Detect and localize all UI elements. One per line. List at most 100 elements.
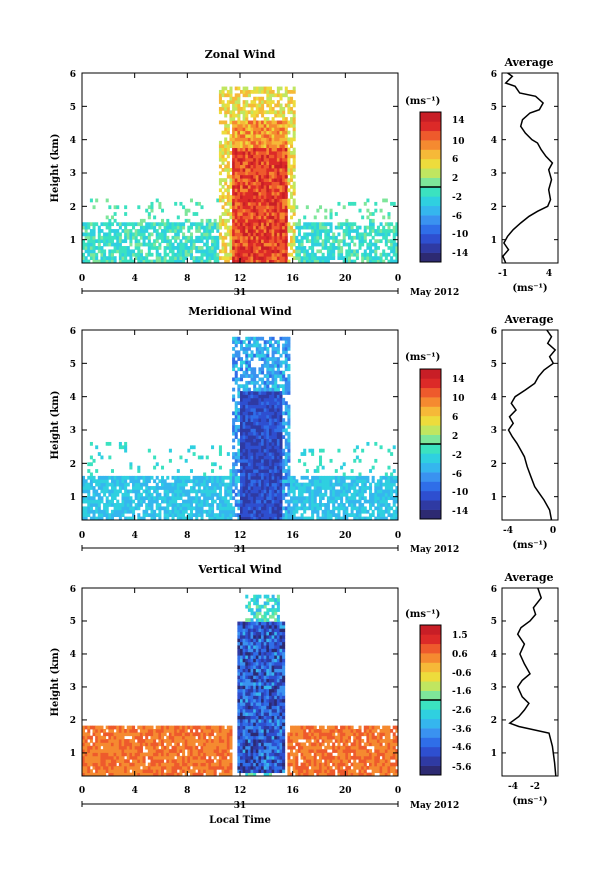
heatmap-cell <box>271 448 275 453</box>
heatmap-cell <box>242 242 246 247</box>
meridional-xtick: 12 <box>234 531 247 541</box>
heatmap-cell <box>145 769 149 774</box>
heatmap-cell <box>353 458 357 463</box>
heatmap-cell <box>92 222 96 227</box>
heatmap-cell <box>124 246 128 250</box>
heatmap-cell <box>161 765 165 770</box>
heatmap-cell <box>103 729 107 733</box>
heatmap-cell <box>100 725 104 730</box>
heatmap-cell <box>287 259 291 263</box>
heatmap-cell <box>137 482 141 487</box>
heatmap-cell <box>290 195 294 199</box>
heatmap-cell <box>82 765 86 770</box>
heatmap-cell <box>234 198 238 203</box>
heatmap-cell <box>350 235 354 240</box>
heatmap-cell <box>242 103 246 108</box>
heatmap-cell <box>303 516 307 520</box>
heatmap-cell <box>211 489 215 494</box>
heatmap-cell <box>100 246 104 250</box>
heatmap-cell <box>274 408 278 412</box>
heatmap-cell <box>266 391 270 395</box>
heatmap-cell <box>266 486 270 490</box>
heatmap-cell <box>229 486 233 490</box>
heatmap-cell <box>261 387 265 392</box>
heatmap-cell <box>321 256 325 260</box>
heatmap-cell <box>276 191 280 196</box>
heatmap-cell <box>353 486 357 490</box>
heatmap-cell <box>158 725 162 730</box>
heatmap-cell <box>282 174 286 179</box>
heatmap-cell <box>237 259 241 263</box>
heatmap-cell <box>97 259 101 263</box>
heatmap-cell <box>255 414 259 419</box>
heatmap-cell <box>234 404 238 409</box>
heatmap-cell <box>158 729 162 733</box>
heatmap-cell <box>118 725 122 730</box>
heatmap-cell <box>271 346 275 351</box>
heatmap-cell <box>163 745 167 750</box>
heatmap-cell <box>92 503 96 507</box>
heatmap-cell <box>247 397 251 402</box>
heatmap-cell <box>387 509 391 514</box>
heatmap-cell <box>263 431 267 436</box>
heatmap-cell <box>200 235 204 240</box>
heatmap-cell <box>258 168 262 172</box>
heatmap-cell <box>319 489 323 494</box>
heatmap-cell <box>284 249 288 254</box>
heatmap-cell <box>274 492 278 497</box>
heatmap-cell <box>358 492 362 497</box>
heatmap-cell <box>224 486 228 490</box>
heatmap-cell <box>358 506 362 511</box>
heatmap-cell <box>237 154 241 159</box>
heatmap-cell <box>347 252 351 257</box>
heatmap-cell <box>374 232 378 237</box>
heatmap-cell <box>334 489 338 494</box>
heatmap-cell <box>258 246 262 250</box>
heatmap-cell <box>279 120 283 125</box>
heatmap-cell <box>242 171 246 176</box>
heatmap-cell <box>224 212 228 216</box>
heatmap-cell <box>179 492 183 497</box>
heatmap-cell <box>211 249 215 254</box>
heatmap-cell <box>232 208 236 213</box>
heatmap-cell <box>384 479 388 484</box>
heatmap-cell <box>226 252 230 257</box>
heatmap-cell <box>276 252 280 257</box>
heatmap-cell <box>216 503 220 507</box>
heatmap-cell <box>195 499 199 504</box>
heatmap-cell <box>287 506 291 511</box>
heatmap-cell <box>268 191 272 196</box>
heatmap-cell <box>263 516 267 520</box>
heatmap-cell <box>287 100 291 104</box>
heatmap-cell <box>121 259 125 263</box>
heatmap-cell <box>129 755 133 760</box>
heatmap-cell <box>355 509 359 514</box>
heatmap-cell <box>108 455 112 460</box>
heatmap-cell <box>276 421 280 426</box>
heatmap-cell <box>208 479 212 484</box>
heatmap-cell <box>253 445 257 450</box>
heatmap-cell <box>263 181 267 186</box>
heatmap-cell <box>282 106 286 111</box>
heatmap-cell <box>274 391 278 395</box>
heatmap-cell <box>284 445 288 450</box>
heatmap-cell <box>261 408 265 412</box>
heatmap-cell <box>168 732 172 737</box>
heatmap-cell <box>384 475 388 480</box>
heatmap-cell <box>161 735 165 740</box>
heatmap-cell <box>147 475 151 480</box>
heatmap-cell <box>261 184 265 189</box>
heatmap-cell <box>161 235 165 240</box>
heatmap-cell <box>182 506 186 511</box>
heatmap-cell <box>240 499 244 504</box>
heatmap-cell <box>224 503 228 507</box>
heatmap-cell <box>126 759 130 763</box>
heatmap-cell <box>390 452 394 456</box>
heatmap-cell <box>189 232 193 237</box>
heatmap-cell <box>216 516 220 520</box>
heatmap-cell <box>121 755 125 760</box>
heatmap-cell <box>137 239 141 244</box>
heatmap-cell <box>245 205 249 210</box>
heatmap-cell <box>261 469 265 473</box>
heatmap-cell <box>261 140 265 145</box>
